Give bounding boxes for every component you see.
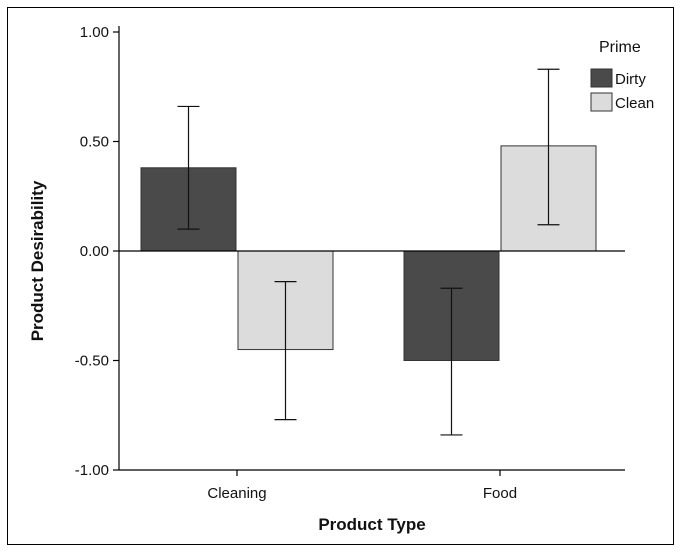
y-tick-label: 0.50 <box>80 134 109 151</box>
x-ticks: Cleaning Food <box>207 470 517 502</box>
legend-title: Prime <box>599 39 641 56</box>
y-axis-title: Product Desirability <box>28 180 47 341</box>
x-tick-label: Food <box>483 485 517 502</box>
legend-swatch-clean <box>590 92 613 112</box>
legend: Prime Dirty Clean <box>590 39 654 112</box>
bars-layer <box>140 145 597 361</box>
legend-label-clean: Clean <box>615 95 654 112</box>
legend-swatch-dirty <box>590 68 613 88</box>
x-axis-title: Product Type <box>318 515 425 534</box>
y-ticks: 1.00 0.50 0.00 -0.50 -1.00 <box>75 24 119 479</box>
y-tick-label: 0.00 <box>80 243 109 260</box>
x-tick-label: Cleaning <box>207 485 266 502</box>
error-bars-layer <box>177 68 560 436</box>
chart-frame <box>7 7 674 545</box>
y-tick-label: 1.00 <box>80 24 109 41</box>
legend-label-dirty: Dirty <box>615 71 646 88</box>
y-tick-label: -1.00 <box>75 462 109 479</box>
y-tick-label: -0.50 <box>75 353 109 370</box>
